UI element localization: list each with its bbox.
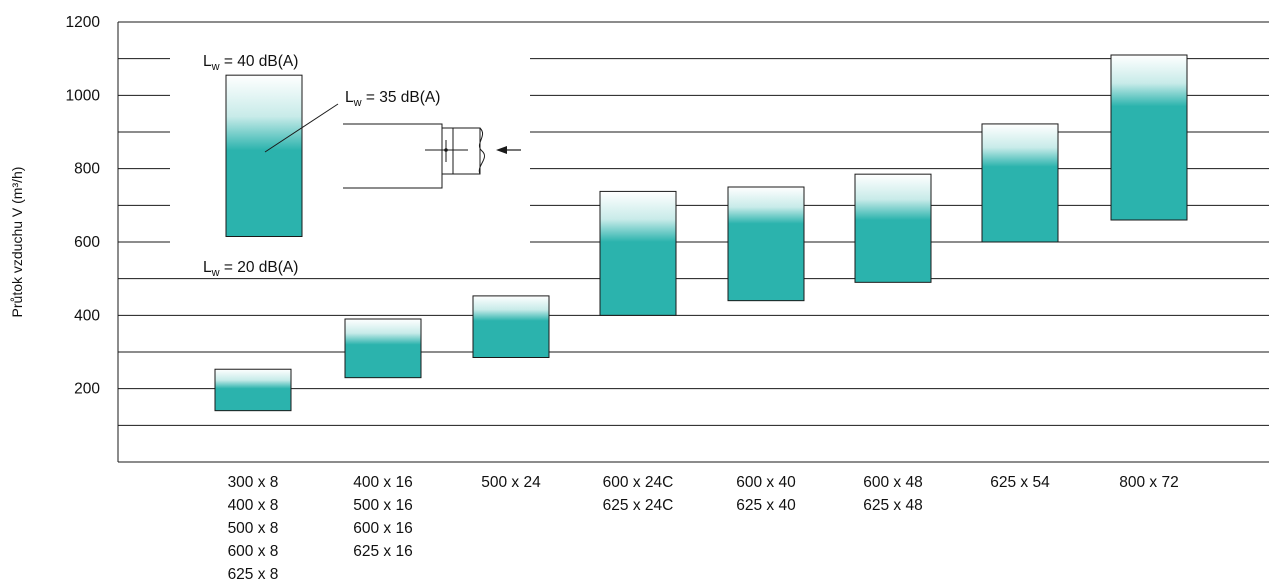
measure-point	[444, 148, 448, 152]
x-tick-label: 625 x 40	[736, 497, 796, 514]
bar	[727, 186, 805, 302]
x-tick-label: 625 x 48	[863, 497, 922, 514]
x-tick-label: 625 x 24C	[603, 497, 674, 514]
bar	[1110, 54, 1188, 221]
legend-label-high: Lw = 40 dB(A)	[203, 53, 298, 73]
x-tick-label: 300 x 8	[228, 474, 279, 491]
legend-sample-bar	[225, 74, 303, 237]
x-tick-label: 625 x 54	[990, 474, 1050, 491]
duct-connector	[441, 127, 481, 175]
bar	[344, 318, 422, 379]
y-tick-label: 1200	[66, 14, 101, 31]
x-tick-label: 600 x 16	[353, 520, 412, 537]
x-tick-label: 600 x 24C	[603, 474, 674, 491]
duct-body	[343, 123, 443, 189]
bar	[981, 123, 1059, 243]
x-tick-label: 625 x 8	[228, 566, 279, 583]
bar	[472, 295, 550, 358]
y-axis-label: Průtok vzduchu V (m³/h)	[9, 167, 25, 318]
axes	[117, 21, 1269, 463]
y-tick-label: 400	[74, 307, 100, 324]
x-tick-label: 400 x 8	[228, 497, 279, 514]
legend: Lw = 40 dB(A) Lw = 35 dB(A) Lw = 20 dB(A)	[203, 53, 521, 279]
airflow-arrow-head	[496, 146, 507, 154]
bar	[214, 368, 292, 412]
x-tick-label: 400 x 16	[353, 474, 412, 491]
bar	[854, 173, 932, 283]
labels: 1200 1000 800 600 400 200 Průtok vzduchu V (m³…	[9, 14, 1179, 583]
x-tick-label: 500 x 24	[481, 474, 541, 491]
legend-leader-line	[264, 103, 339, 153]
y-tick-label: 600	[74, 234, 100, 251]
y-tick-label: 200	[74, 381, 100, 398]
x-tick-label: 625 x 16	[353, 543, 412, 560]
x-tick-label: 600 x 8	[228, 543, 279, 560]
x-tick-label: 600 x 48	[863, 474, 922, 491]
x-tick-label: 800 x 72	[1119, 474, 1178, 491]
duct-break-curve	[478, 127, 485, 175]
bars	[214, 54, 1188, 412]
bar	[599, 190, 677, 316]
y-tick-label: 1000	[66, 87, 101, 104]
x-tick-label: 600 x 40	[736, 474, 796, 491]
y-tick-label: 800	[74, 161, 100, 178]
legend-label-mid: Lw = 35 dB(A)	[345, 89, 440, 109]
x-tick-label: 500 x 8	[228, 520, 279, 537]
x-tick-label: 500 x 16	[353, 497, 412, 514]
legend-label-low: Lw = 20 dB(A)	[203, 259, 298, 279]
duct-diagram	[343, 123, 521, 189]
